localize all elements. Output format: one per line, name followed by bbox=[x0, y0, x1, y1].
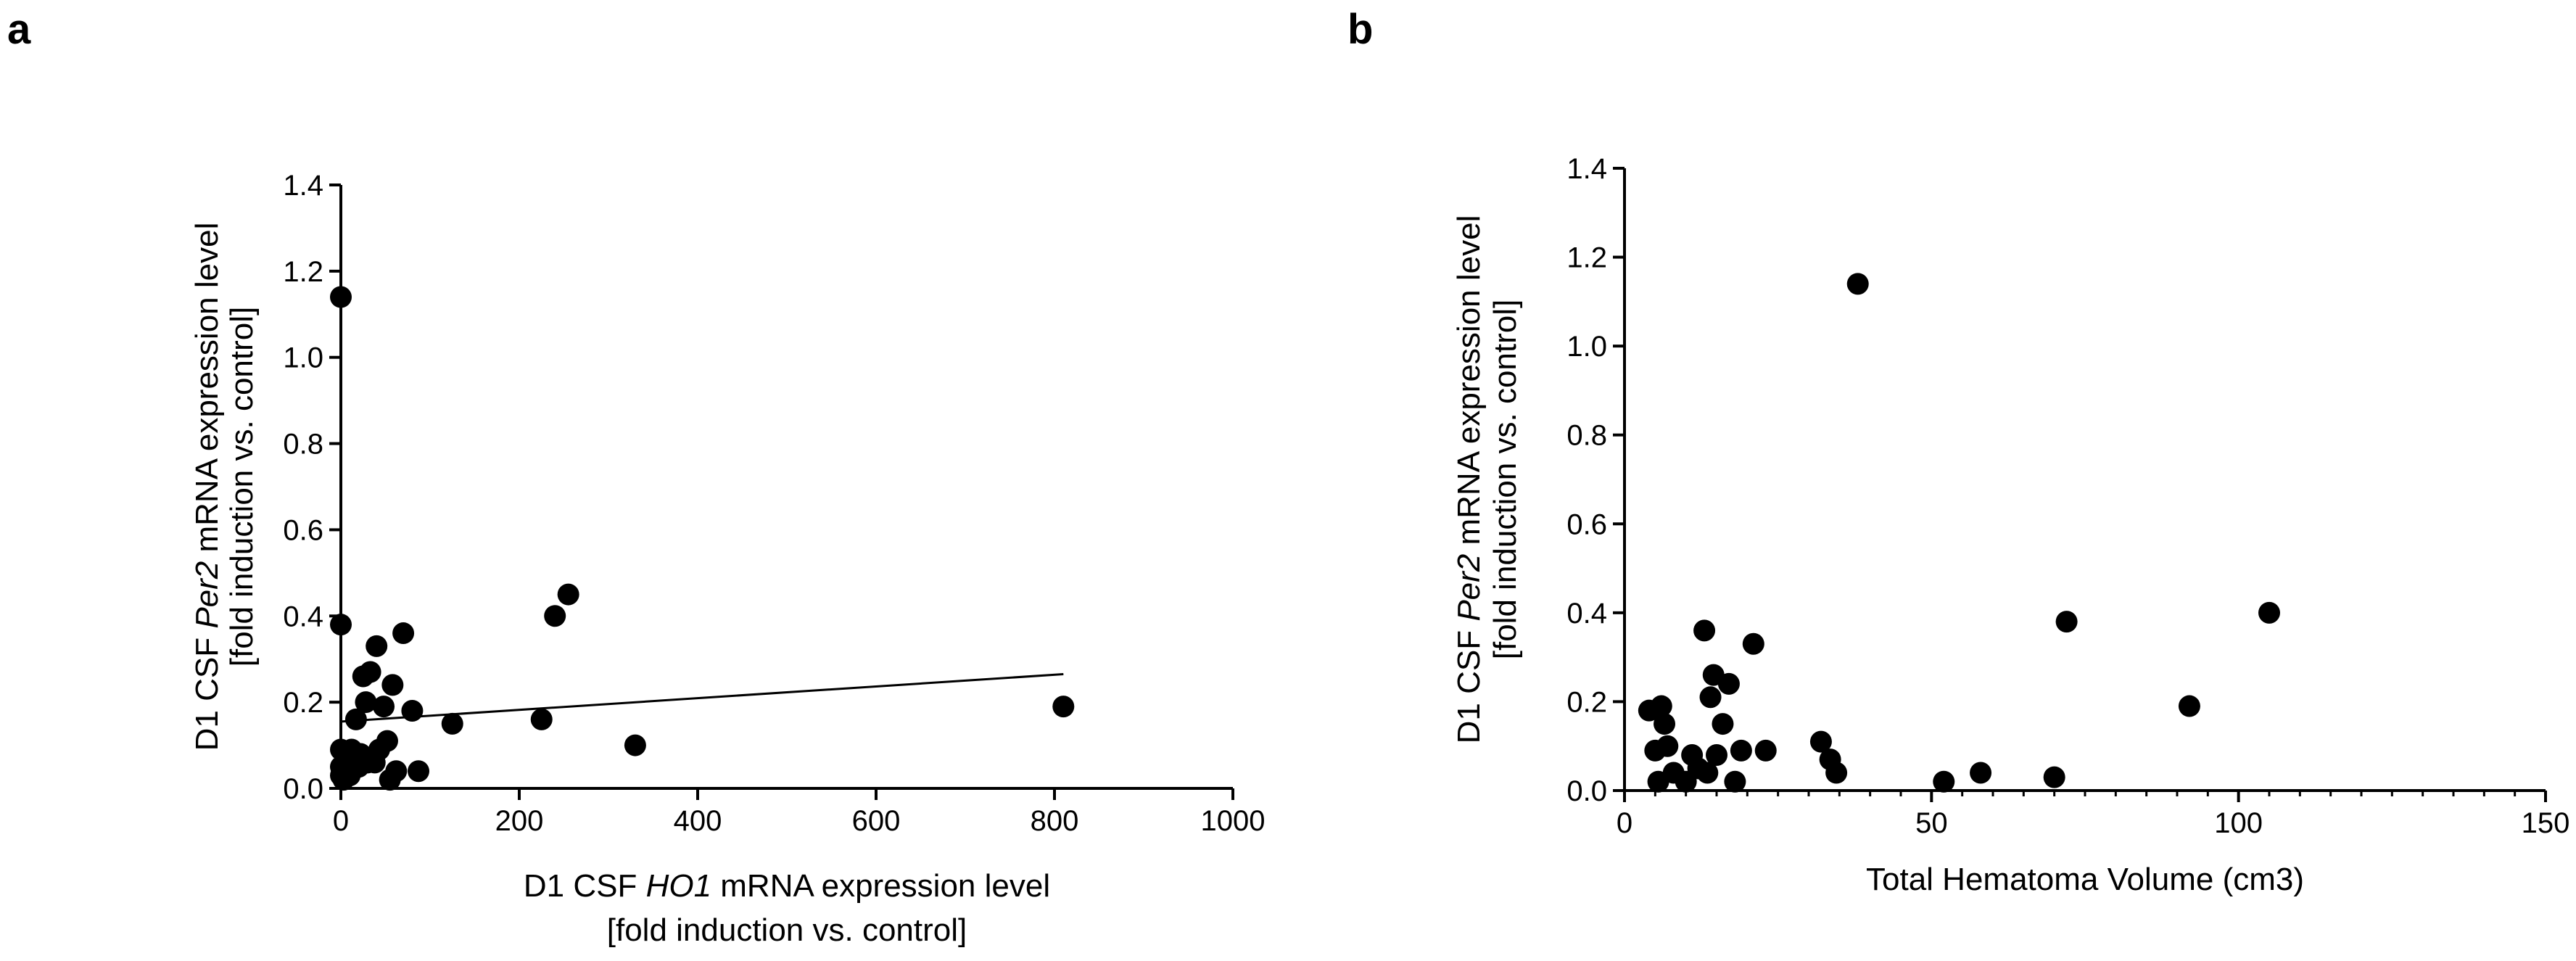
panel-b-y-axis-title: [fold induction vs. control] bbox=[1487, 300, 1523, 659]
panel-b-data-point bbox=[1696, 762, 1719, 784]
panel-a-y-tick-label: 1.2 bbox=[283, 256, 323, 288]
panel-a-data-point bbox=[330, 614, 352, 636]
panel-a-regression-line bbox=[340, 673, 1064, 723]
panel-a-data-point bbox=[355, 691, 377, 714]
panel-a-data-point bbox=[373, 696, 395, 718]
panel-b-data-point bbox=[1846, 273, 1869, 295]
panel-b-data-point bbox=[1706, 743, 1727, 766]
panel-a-y-tick-label: 1.4 bbox=[283, 170, 323, 202]
panel-b-data-point bbox=[1717, 672, 1740, 695]
panel-a-y-tick-label: 0.4 bbox=[283, 601, 323, 632]
panel-a-x-axis-title: [fold induction vs. control] bbox=[607, 912, 967, 948]
panel-a-x-tick-label: 1000 bbox=[1201, 805, 1266, 837]
panel-a-data-point bbox=[359, 661, 381, 683]
panel-b-x-axis-title: Total Hematoma Volume (cm3) bbox=[1866, 862, 2304, 897]
panel-b-y-tick-label: 0.6 bbox=[1566, 508, 1607, 540]
panel-b-x-tick-label: 150 bbox=[2522, 807, 2570, 839]
panel-a-data-point bbox=[530, 708, 553, 730]
panel-a-y-tick-label: 0.8 bbox=[283, 429, 323, 461]
panel-a-data-point bbox=[1052, 696, 1075, 718]
panel-a-data-point bbox=[544, 605, 566, 627]
panel-a-x-tick-label: 200 bbox=[495, 805, 544, 837]
panel-a-data-point bbox=[624, 734, 646, 756]
panel-b-data-point bbox=[1754, 739, 1777, 762]
panel-b-data-point bbox=[1654, 713, 1676, 735]
panel-b-data-point bbox=[1724, 770, 1746, 793]
panel-a-scatter-chart: 0.0 0.2 0.4 0.6 0.8 1.0 1.2 1.4 0 200 400 600 800 100… bbox=[189, 170, 1265, 948]
panel-b-letter: b bbox=[1347, 6, 1373, 53]
panel-a-y-axis-title: D1 CSF Per2 mRNA expression level bbox=[189, 223, 225, 751]
panel-a-data-point bbox=[392, 622, 415, 645]
panel-a-x-axis-title: D1 CSF HO1 mRNA expression level bbox=[524, 868, 1050, 904]
panel-a-data-point bbox=[557, 583, 579, 606]
panel-a-data-point bbox=[385, 760, 408, 783]
panel-a-y-axis-title: [fold induction vs. control] bbox=[224, 307, 260, 667]
panel-b-data-point bbox=[1933, 770, 1955, 793]
panel-b-y-tick-label: 1.4 bbox=[1566, 153, 1607, 185]
panel-a-x-tick-label: 400 bbox=[674, 805, 722, 837]
panel-a-x-tick-label: 800 bbox=[1031, 805, 1079, 837]
panel-b-data-point bbox=[1742, 632, 1764, 655]
panel-b-y-tick-label: 1.0 bbox=[1566, 331, 1607, 363]
panel-b-data-point bbox=[1656, 735, 1679, 757]
panel-a-data-point bbox=[381, 674, 404, 696]
panel-b-x-tick-label: 100 bbox=[2214, 807, 2263, 839]
panel-b-y-axis-title: D1 CSF Per2 mRNA expression level bbox=[1451, 215, 1487, 744]
panel-a-data-point bbox=[376, 730, 398, 752]
panel-b-data-point bbox=[2258, 601, 2280, 624]
panel-a-x-tick-label: 600 bbox=[852, 805, 901, 837]
panel-a-data-point bbox=[408, 760, 430, 783]
panel-a-x-tick-label: 0 bbox=[333, 805, 349, 837]
panel-b-y-tick-label: 1.2 bbox=[1566, 242, 1607, 274]
panel-b-data-point bbox=[2055, 611, 2078, 633]
panel-a-data-point bbox=[366, 635, 388, 657]
panel-b-y-tick-label: 0.0 bbox=[1566, 775, 1607, 807]
panel-b-data-point bbox=[2043, 766, 2065, 788]
panel-b-y-tick-label: 0.4 bbox=[1566, 598, 1607, 630]
panel-b-scatter-chart: 0.0 0.2 0.4 0.6 0.8 1.0 1.2 1.4 0 50 100 150 D1 CSF … bbox=[1451, 153, 2569, 897]
panel-b-x-tick-label: 0 bbox=[1617, 807, 1632, 839]
panel-b-data-point bbox=[1825, 762, 1848, 784]
panel-b-y-tick-label: 0.2 bbox=[1566, 686, 1607, 718]
panel-a-y-tick-label: 0.0 bbox=[283, 773, 323, 805]
panel-b-data-point bbox=[1809, 730, 1832, 753]
panel-b-data-point bbox=[1970, 762, 1992, 784]
panel-a-data-point bbox=[330, 286, 352, 308]
panel-b-data-point bbox=[1693, 619, 1716, 642]
panel-b-data-point bbox=[1730, 739, 1752, 762]
panel-a-data-point bbox=[441, 712, 463, 735]
panel-b-x-tick-label: 50 bbox=[1915, 807, 1948, 839]
panel-a-data-point bbox=[401, 700, 424, 722]
panel-b-data-point bbox=[2178, 695, 2200, 717]
panel-b-data-point bbox=[1699, 686, 1722, 709]
panel-a-y-tick-label: 0.6 bbox=[283, 514, 323, 546]
panel-a-y-tick-label: 1.0 bbox=[283, 342, 323, 374]
panel-a-data-point bbox=[344, 708, 367, 730]
panel-b-data-point bbox=[1712, 713, 1734, 735]
panel-b-y-tick-label: 0.8 bbox=[1566, 420, 1607, 452]
panel-a-y-tick-label: 0.2 bbox=[283, 687, 323, 719]
panel-a-letter: a bbox=[7, 6, 31, 53]
panel-b-data-point bbox=[1650, 695, 1672, 717]
